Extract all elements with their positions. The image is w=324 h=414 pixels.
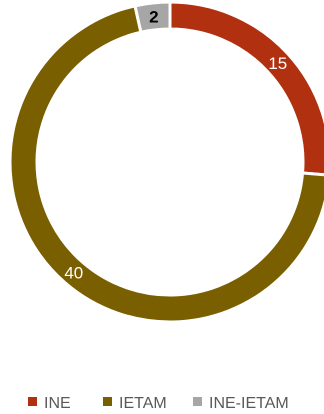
slice-ietam <box>8 4 324 324</box>
data-label-ietam: 40 <box>64 263 83 282</box>
legend: INE IETAM INE-IETAM <box>28 395 289 412</box>
legend-item-ine: INE <box>28 395 71 412</box>
data-label-ine-ietam: 2 <box>149 7 158 26</box>
legend-swatch-ine <box>28 397 37 406</box>
slice-ine <box>168 0 324 177</box>
legend-label-ietam: IETAM <box>119 395 167 412</box>
legend-label-ine-ietam: INE-IETAM <box>209 395 289 412</box>
legend-swatch-ine-ietam <box>193 397 202 406</box>
data-labels: 15 40 2 <box>64 7 287 282</box>
donut-slices <box>8 0 324 324</box>
legend-item-ietam: IETAM <box>103 395 167 412</box>
data-label-ine: 15 <box>268 54 287 73</box>
legend-swatch-ietam <box>103 397 112 406</box>
slice-ine-ietam <box>133 0 172 35</box>
legend-label-ine: INE <box>44 395 71 412</box>
legend-item-ine-ietam: INE-IETAM <box>193 395 289 412</box>
